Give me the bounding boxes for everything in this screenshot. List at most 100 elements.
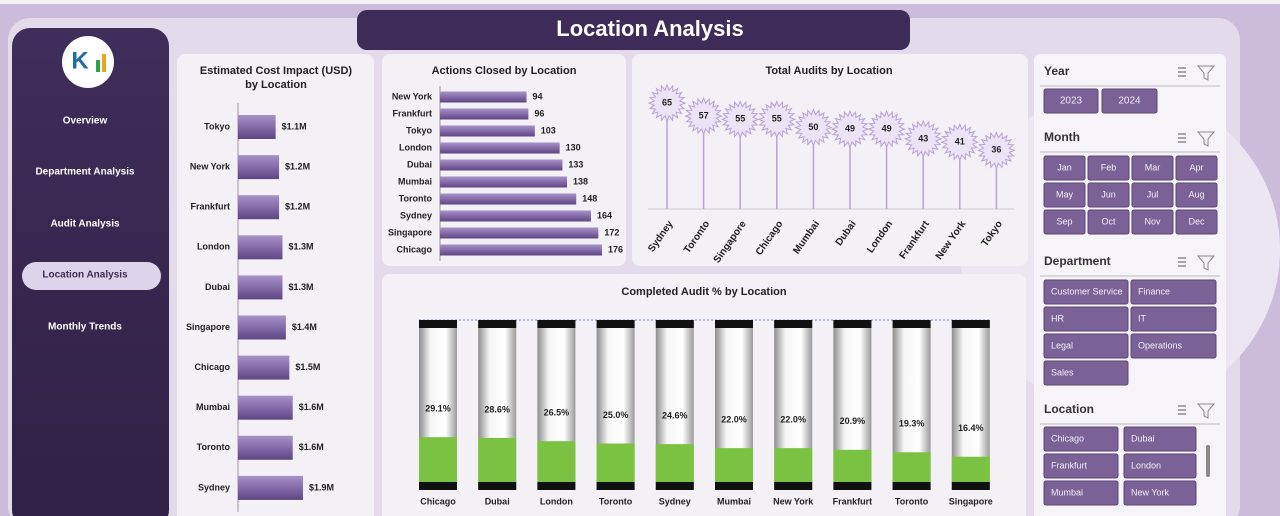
- slicer-button[interactable]: [1043, 333, 1129, 359]
- slicer-button[interactable]: [1043, 88, 1099, 114]
- value-label: 65: [662, 97, 672, 107]
- slicer-item[interactable]: Sales: [1051, 367, 1074, 377]
- slicer-item[interactable]: Jul: [1147, 189, 1159, 199]
- value-label: 148: [582, 193, 597, 203]
- nav-item[interactable]: Location Analysis: [42, 270, 128, 281]
- scrollbar: [1206, 445, 1210, 477]
- slicer-item[interactable]: New York: [1131, 487, 1170, 497]
- slicer-button[interactable]: [1043, 306, 1129, 332]
- slicer-button[interactable]: [1130, 279, 1217, 305]
- bar: [238, 395, 293, 420]
- slicer-button[interactable]: [1043, 480, 1119, 506]
- slicer-title: Location: [1044, 402, 1094, 416]
- nav-item[interactable]: Audit Analysis: [50, 219, 120, 230]
- slicer-item[interactable]: Apr: [1189, 162, 1203, 172]
- logo-mark: K: [71, 47, 89, 74]
- clear-filter-icon[interactable]: [1196, 65, 1216, 81]
- value-label: $1.3M: [288, 242, 313, 252]
- slicer-button[interactable]: [1175, 209, 1218, 235]
- bubble: [757, 100, 797, 139]
- slicer-item[interactable]: IT: [1138, 313, 1147, 323]
- bubble: [830, 109, 870, 149]
- slicer-item[interactable]: London: [1131, 460, 1161, 470]
- cylinder-fill: [715, 448, 753, 482]
- slicer-item[interactable]: Dec: [1188, 216, 1205, 226]
- value-label: 22.0%: [721, 414, 747, 424]
- slicer-item[interactable]: 2023: [1060, 96, 1083, 107]
- category-label: New York: [773, 496, 814, 506]
- bar: [440, 108, 529, 120]
- bubble: [720, 100, 760, 139]
- slicer-button[interactable]: [1043, 209, 1086, 235]
- slicer-button[interactable]: [1123, 426, 1197, 452]
- value-label: 50: [808, 122, 818, 132]
- slicer-item[interactable]: Jan: [1057, 162, 1072, 172]
- slicer-item[interactable]: Jun: [1101, 189, 1116, 199]
- slicer-item[interactable]: Operations: [1138, 340, 1183, 350]
- slicer-button[interactable]: [1087, 155, 1130, 181]
- slicer-item[interactable]: Mumbai: [1051, 487, 1083, 497]
- bubble: [647, 83, 687, 123]
- slicer-item[interactable]: Mar: [1145, 162, 1161, 172]
- cylinder-fill: [951, 456, 990, 482]
- clear-filter-icon[interactable]: [1196, 403, 1216, 419]
- slicer-button[interactable]: [1175, 182, 1218, 208]
- cylinder-fill: [892, 452, 931, 482]
- bar: [440, 125, 535, 137]
- value-label: 103: [541, 125, 556, 135]
- bubble: [977, 130, 1016, 170]
- value-label: 133: [568, 159, 583, 169]
- slicer-button[interactable]: [1175, 155, 1218, 181]
- bubble: [867, 109, 906, 149]
- nav-item[interactable]: Department Analysis: [35, 167, 135, 178]
- category-label: Singapore: [388, 227, 432, 237]
- chart-title: Completed Audit % by Location: [621, 286, 786, 298]
- slicer-button[interactable]: [1043, 155, 1086, 181]
- slicer-button[interactable]: [1101, 88, 1158, 114]
- slicer-item[interactable]: Aug: [1188, 189, 1204, 199]
- slicer-item[interactable]: Nov: [1144, 216, 1161, 226]
- value-label: $1.5M: [295, 362, 320, 372]
- slicer-button[interactable]: [1087, 209, 1130, 235]
- value-label: 55: [735, 114, 745, 124]
- cylinder-cap: [774, 320, 813, 328]
- slicer-button[interactable]: [1130, 333, 1217, 359]
- cylinder-cap: [774, 482, 813, 490]
- cylinder-cap: [951, 482, 990, 490]
- slicer-item[interactable]: Customer Service: [1051, 286, 1123, 296]
- slicer-button[interactable]: [1043, 360, 1129, 386]
- slicer-button[interactable]: [1043, 426, 1119, 452]
- slicer-button[interactable]: [1130, 306, 1217, 332]
- slicer-item[interactable]: Chicago: [1051, 433, 1084, 443]
- cylinder-fill: [833, 449, 872, 482]
- value-label: 16.4%: [958, 423, 984, 433]
- clear-filter-icon[interactable]: [1196, 131, 1216, 147]
- slicer-item[interactable]: Sep: [1056, 216, 1072, 226]
- slicer-item[interactable]: Legal: [1051, 340, 1073, 350]
- cylinder-cap: [537, 320, 576, 328]
- slicer-button[interactable]: [1131, 155, 1174, 181]
- clear-filter-icon[interactable]: [1196, 255, 1216, 271]
- slicer-item[interactable]: Dubai: [1131, 433, 1155, 443]
- nav-item[interactable]: Monthly Trends: [48, 322, 122, 333]
- slicer-button[interactable]: [1043, 453, 1119, 479]
- category-label: New York: [190, 161, 231, 171]
- slicer-item[interactable]: Finance: [1138, 286, 1170, 296]
- category-label: Mumbai: [717, 496, 751, 506]
- slicer-button[interactable]: [1123, 453, 1197, 479]
- slicer-button[interactable]: [1123, 480, 1197, 506]
- value-label: 138: [573, 176, 588, 186]
- slicer-button[interactable]: [1043, 182, 1086, 208]
- cylinder-cap: [655, 482, 694, 490]
- slicer-item[interactable]: May: [1056, 189, 1074, 199]
- slicer-button[interactable]: [1131, 209, 1174, 235]
- slicer-item[interactable]: Oct: [1101, 216, 1116, 226]
- slicer-button[interactable]: [1043, 279, 1129, 305]
- slicer-button[interactable]: [1131, 182, 1174, 208]
- nav-item[interactable]: Overview: [63, 116, 108, 127]
- slicer-item[interactable]: Feb: [1101, 162, 1117, 172]
- slicer-item[interactable]: 2024: [1118, 96, 1141, 107]
- slicer-button[interactable]: [1087, 182, 1130, 208]
- slicer-item[interactable]: Frankfurt: [1051, 460, 1088, 470]
- slicer-item[interactable]: HR: [1051, 313, 1064, 323]
